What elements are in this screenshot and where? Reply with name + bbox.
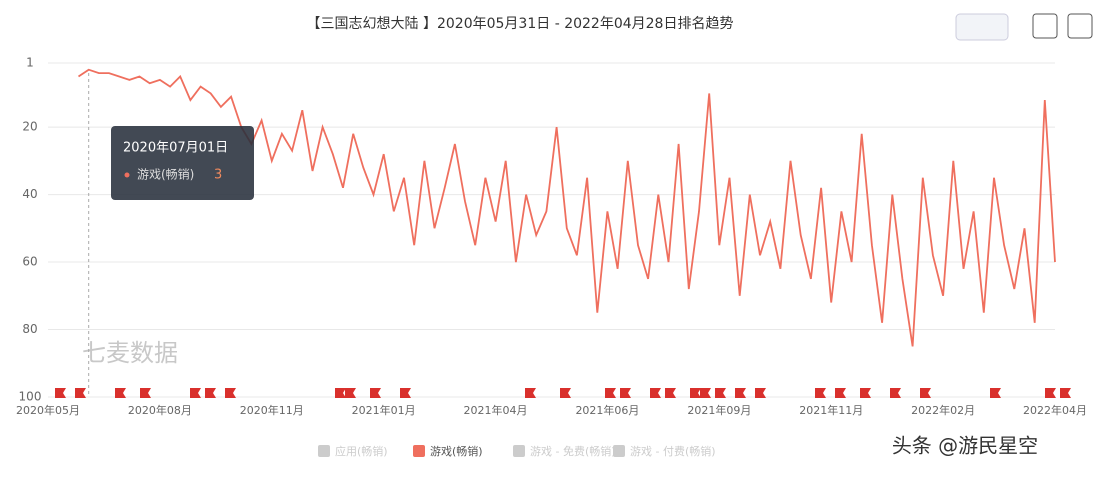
tooltip-value: 3 — [214, 168, 222, 183]
x-tick-label: 2020年08月 — [128, 403, 192, 417]
event-flag — [690, 388, 701, 398]
event-flag — [700, 388, 711, 398]
x-tick-label: 2020年05月 — [16, 403, 80, 417]
tooltip-box — [111, 126, 254, 200]
event-flag — [890, 388, 901, 398]
y-tick-label: 100 — [19, 390, 42, 404]
event-flag — [525, 388, 536, 398]
event-flag — [755, 388, 766, 398]
y-tick-label: 80 — [22, 322, 37, 336]
view-toggle[interactable] — [955, 13, 1009, 41]
legend-item[interactable]: 游戏 - 付费(畅销) — [613, 444, 716, 458]
legend-item[interactable]: 游戏 - 免费(畅销) — [513, 444, 616, 458]
y-tick-label: 20 — [22, 120, 37, 134]
event-flag — [55, 388, 66, 398]
credit: 头条 @游民星空 — [892, 434, 1038, 458]
legend-label: 游戏 - 免费(畅销) — [530, 444, 616, 458]
watermark: 七麦数据 — [82, 339, 178, 367]
event-flag — [920, 388, 931, 398]
x-tick-label: 2021年04月 — [464, 403, 528, 417]
event-flag — [225, 388, 236, 398]
legend-label: 应用(畅销) — [335, 444, 388, 458]
y-tick-label: 60 — [22, 255, 37, 269]
x-tick-label: 2021年06月 — [575, 403, 639, 417]
event-flag — [335, 388, 346, 398]
legend-label: 游戏 - 付费(畅销) — [630, 444, 716, 458]
event-flag — [620, 388, 631, 398]
tooltip-date: 2020年07月01日 — [123, 141, 228, 156]
y-tick-label: 1 — [26, 56, 34, 70]
event-flag — [605, 388, 616, 398]
event-flag — [345, 388, 356, 398]
legend-item[interactable]: 游戏(畅销) — [413, 444, 483, 458]
tooltip-dot — [124, 172, 130, 178]
x-tick-label: 2021年01月 — [352, 403, 416, 417]
event-flag — [1045, 388, 1056, 398]
event-flag — [715, 388, 726, 398]
event-flag — [990, 388, 1001, 398]
legend-swatch — [413, 445, 425, 457]
x-tick-label: 2021年11月 — [799, 403, 863, 417]
event-flag — [370, 388, 381, 398]
event-flag — [835, 388, 846, 398]
tooltip-series: 游戏(畅销) — [137, 168, 194, 182]
event-flag — [735, 388, 746, 398]
legend-swatch — [613, 445, 625, 457]
download[interactable] — [1067, 13, 1093, 39]
x-tick-label: 2020年11月 — [240, 403, 304, 417]
save-image[interactable] — [1032, 13, 1058, 39]
event-flag — [400, 388, 411, 398]
event-flag — [140, 388, 151, 398]
legend-label: 游戏(畅销) — [430, 444, 483, 458]
toolbar[interactable] — [955, 13, 1093, 41]
event-flag — [650, 388, 661, 398]
event-flag — [205, 388, 216, 398]
event-flag — [115, 388, 126, 398]
legend-item[interactable]: 应用(畅销) — [318, 444, 388, 458]
line-series — [78, 68, 1056, 347]
event-flag — [190, 388, 201, 398]
y-tick-label: 40 — [22, 187, 37, 201]
legend-swatch — [513, 445, 525, 457]
x-tick-label: 2021年09月 — [687, 403, 751, 417]
event-flag — [860, 388, 871, 398]
event-flag — [1060, 388, 1071, 398]
chart-title: 【三国志幻想大陆 】2020年05月31日 - 2022年04月28日排名趋势 — [307, 16, 734, 32]
event-flag — [560, 388, 571, 398]
event-flag — [665, 388, 676, 398]
x-tick-label: 2022年04月 — [1023, 403, 1087, 417]
legend-swatch — [318, 445, 330, 457]
x-tick-label: 2022年02月 — [911, 403, 975, 417]
event-flag — [815, 388, 826, 398]
event-flag — [75, 388, 86, 398]
